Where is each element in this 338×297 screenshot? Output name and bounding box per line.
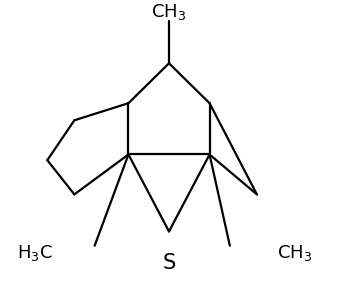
Text: CH$_3$: CH$_3$: [277, 243, 312, 263]
Text: H$_3$C: H$_3$C: [17, 243, 52, 263]
Text: CH$_3$: CH$_3$: [151, 2, 187, 22]
Text: S: S: [162, 253, 176, 273]
